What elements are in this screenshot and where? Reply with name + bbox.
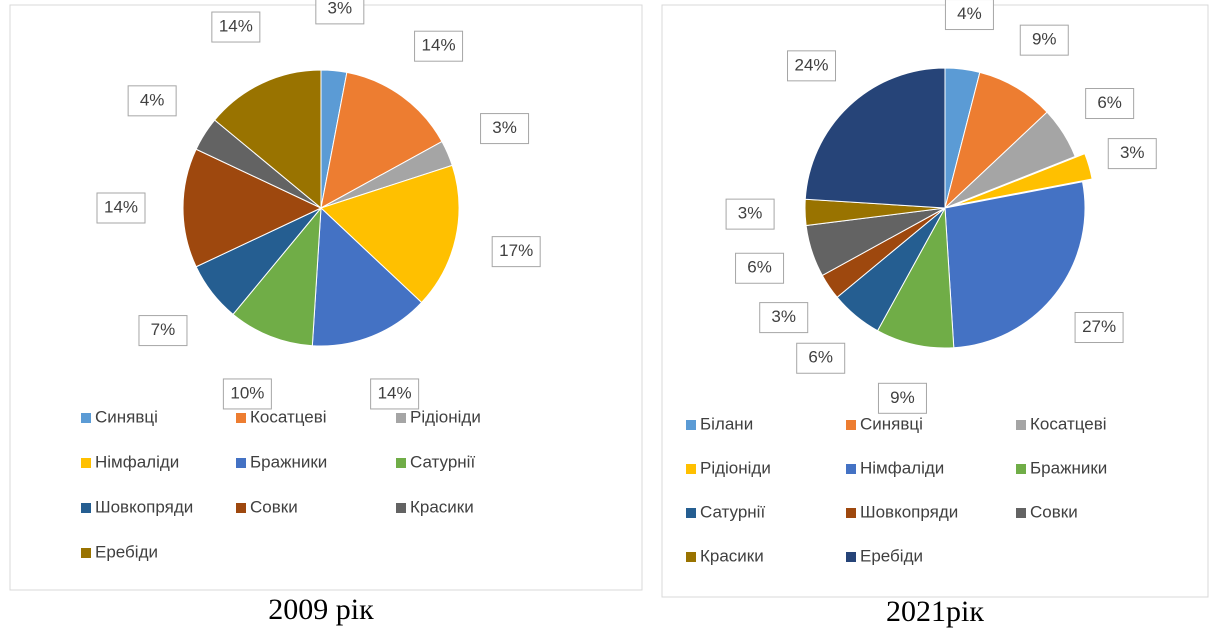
data-label: 14% [378, 383, 412, 402]
data-label-box [370, 378, 420, 410]
legend-swatch [686, 508, 696, 518]
legend-label: Рідіоніди [410, 407, 481, 426]
legend-label: Косатцеві [250, 407, 327, 426]
data-label-box [96, 192, 146, 224]
legend-swatch [846, 420, 856, 430]
legend-label: Косатцеві [1030, 414, 1107, 433]
pie-slice [944, 71, 1048, 210]
data-label: 10% [230, 383, 264, 402]
legend-label: Красики [700, 546, 764, 565]
legend-label: Білани [700, 414, 753, 433]
legend-swatch [396, 458, 406, 468]
pie-slice [954, 153, 1093, 206]
pie-slice [213, 69, 322, 210]
data-label: 4% [957, 4, 982, 23]
legend-label: Еребіди [95, 542, 158, 561]
legend-swatch [846, 552, 856, 562]
data-label: 4% [140, 90, 165, 109]
legend-label: Рідіоніди [700, 458, 771, 477]
data-label: 14% [422, 36, 456, 55]
data-label-box [796, 342, 846, 374]
data-label-box [787, 50, 837, 82]
data-label: 3% [738, 204, 763, 223]
legend-label: Сатурнії [410, 452, 475, 471]
data-label-box [138, 315, 188, 347]
legend-label: Німфаліди [860, 458, 944, 477]
data-label: 3% [328, 0, 353, 17]
data-label-box [759, 302, 809, 334]
legend-label: Синявці [95, 407, 158, 426]
legend-swatch [396, 503, 406, 513]
legend-swatch [236, 413, 246, 423]
data-label: 14% [219, 17, 253, 36]
legend-label: Бражники [250, 452, 327, 471]
legend-swatch [81, 548, 91, 558]
legend-label: Шовкопряди [860, 502, 958, 521]
legend-swatch [81, 413, 91, 423]
data-label-box [414, 30, 464, 62]
chart-caption: 2021рік [886, 595, 984, 628]
legend-label: Синявці [860, 414, 923, 433]
legend-swatch [846, 464, 856, 474]
data-label: 24% [794, 55, 828, 74]
legend-swatch [1016, 464, 1026, 474]
data-label-box [1074, 312, 1124, 344]
legend-swatch [686, 420, 696, 430]
legend-label: Шовкопряди [95, 497, 193, 516]
data-label-box [491, 236, 541, 268]
data-label: 14% [104, 197, 138, 216]
pie-slice [876, 206, 955, 349]
legend-label: Совки [1030, 502, 1078, 521]
data-label-box [877, 382, 927, 414]
legend-swatch [81, 503, 91, 513]
data-label-box [1107, 138, 1157, 170]
pie-slice [804, 67, 946, 209]
legend-swatch [236, 458, 246, 468]
legend-swatch [686, 464, 696, 474]
data-label: 3% [771, 307, 796, 326]
pie-slice [320, 164, 460, 304]
data-label-box [1019, 24, 1069, 56]
pie-slice [232, 206, 322, 347]
legend-swatch [1016, 508, 1026, 518]
data-label: 6% [808, 348, 833, 367]
data-label: 17% [499, 241, 533, 260]
pie-slice [182, 148, 323, 268]
pie-slice [320, 71, 443, 209]
data-label: 6% [747, 258, 772, 277]
data-label-box [944, 0, 994, 31]
data-label-box [480, 113, 530, 145]
legend-swatch [396, 413, 406, 423]
data-label-box [725, 198, 775, 230]
legend-swatch [686, 552, 696, 562]
data-label: 3% [1120, 143, 1145, 162]
chart-caption: 2009 рік [268, 593, 374, 626]
data-label: 9% [1032, 30, 1057, 49]
legend-swatch [236, 503, 246, 513]
data-label: 6% [1097, 93, 1122, 112]
legend-swatch [846, 508, 856, 518]
data-label-box [127, 85, 177, 117]
data-label: 3% [492, 118, 517, 137]
legend-swatch [1016, 420, 1026, 430]
legend-label: Красики [410, 497, 474, 516]
data-label-box [1085, 88, 1135, 120]
legend-label: Німфаліди [95, 452, 179, 471]
data-label: 9% [890, 388, 915, 407]
legend-label: Сатурнії [700, 502, 765, 521]
data-label-box [222, 378, 272, 410]
pie-slice [311, 206, 423, 347]
legend-label: Бражники [1030, 458, 1107, 477]
data-label-box [211, 11, 261, 43]
data-label-box [735, 252, 785, 284]
legend-label: Еребіди [860, 546, 923, 565]
data-label: 27% [1082, 317, 1116, 336]
legend-swatch [81, 458, 91, 468]
pie-slice [944, 111, 1076, 209]
data-label: 7% [151, 320, 176, 339]
pie-slice [944, 181, 1086, 349]
data-label-box [315, 0, 365, 25]
legend-label: Совки [250, 497, 298, 516]
